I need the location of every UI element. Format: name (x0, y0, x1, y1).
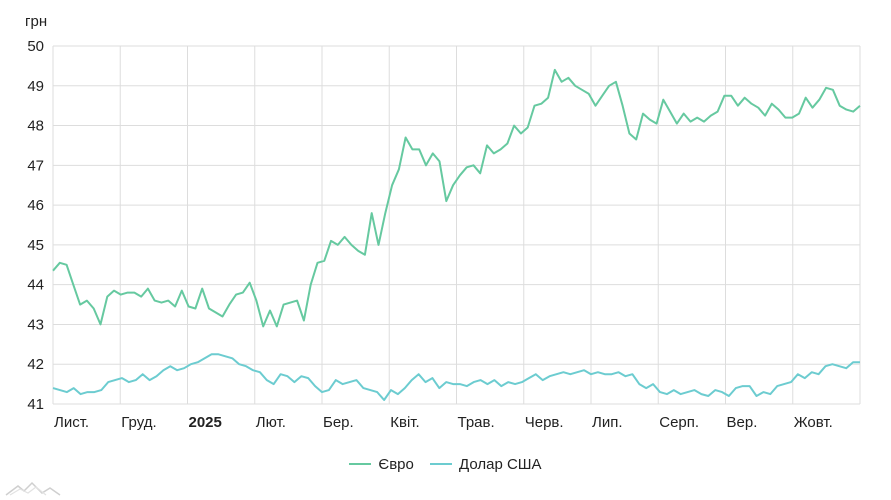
x-tick-label: Черв. (525, 414, 564, 431)
x-tick-label: Жовт. (794, 414, 833, 431)
legend-item-usd[interactable]: Долар США (430, 456, 542, 473)
legend: Євро Долар США (0, 452, 891, 473)
x-axis-ticks: Лист. Груд. 2025 Лют. Бер. Квіт. Трав. Черв. Лип… (54, 414, 833, 431)
x-tick-label: 2025 (189, 414, 222, 431)
y-tick-label: 44 (27, 277, 44, 294)
vertical-gridlines (52, 46, 861, 404)
legend-swatch-usd (430, 463, 453, 465)
series-lines (52, 68, 861, 401)
x-tick-label: Лист. (54, 414, 89, 431)
y-tick-label: 41 (27, 396, 44, 413)
x-tick-label: Груд. (121, 414, 156, 431)
x-tick-label: Вер. (727, 414, 758, 431)
x-tick-label: Лют. (256, 414, 286, 431)
series-line-euro (52, 68, 861, 328)
y-tick-label: 50 (27, 38, 44, 55)
y-tick-label: 43 (27, 316, 44, 333)
y-tick-label: 49 (27, 78, 44, 95)
mountain-logo-icon (5, 481, 61, 496)
y-tick-label: 42 (27, 356, 44, 373)
legend-swatch-euro (349, 463, 372, 465)
unit-label: грн (25, 13, 47, 30)
legend-label-usd: Долар США (459, 455, 542, 473)
legend-item-euro[interactable]: Євро (349, 455, 414, 473)
y-axis-ticks: 41 42 43 44 45 46 47 48 49 50 (27, 38, 44, 413)
x-tick-label: Серп. (659, 414, 699, 431)
x-tick-label: Квіт. (390, 414, 419, 431)
x-tick-label: Бер. (323, 414, 354, 431)
y-tick-label: 45 (27, 237, 44, 254)
x-tick-label: Лип. (592, 414, 623, 431)
y-tick-label: 47 (27, 157, 44, 174)
legend-label-euro: Євро (378, 455, 414, 473)
x-tick-label: Трав. (458, 414, 495, 431)
y-tick-label: 46 (27, 197, 44, 214)
series-line-usd (52, 353, 860, 401)
y-tick-label: 48 (27, 118, 44, 135)
